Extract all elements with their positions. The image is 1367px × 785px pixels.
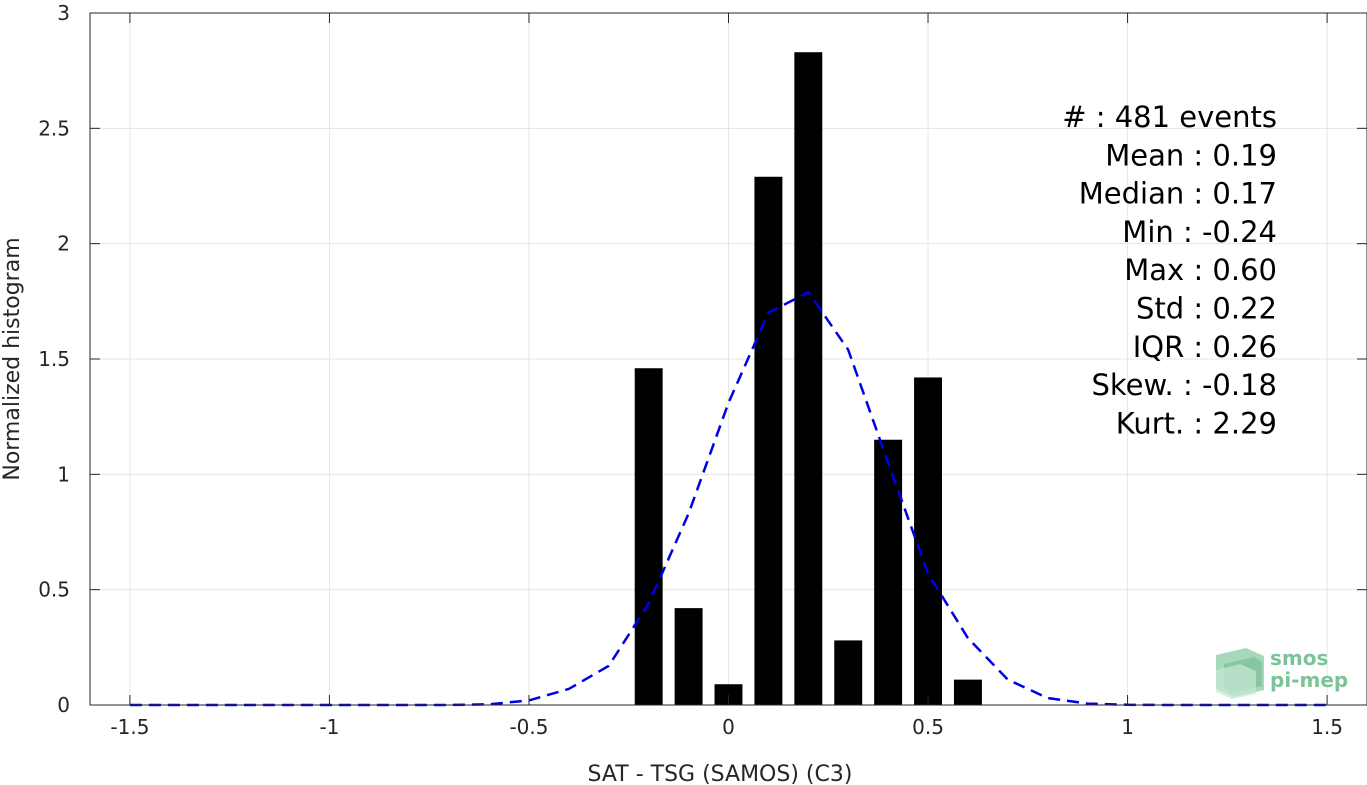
x-tick-label-6: 1.5 <box>1311 715 1343 739</box>
histogram-bar-6 <box>874 439 903 705</box>
y-tick-label-0: 0 <box>57 693 70 717</box>
logo-text-pimep: pi-mep <box>1270 668 1348 692</box>
histogram-bar-3 <box>754 176 783 706</box>
logo-text-smos: smos <box>1270 646 1328 670</box>
x-axis-label: SAT - TSG (SAMOS) (C3) <box>588 762 853 785</box>
x-tick-label-4: 0.5 <box>912 715 944 739</box>
histogram-bar-1 <box>674 608 703 705</box>
histogram-bar-0 <box>634 368 663 705</box>
y-tick-label-6: 3 <box>57 1 70 25</box>
bars <box>634 52 982 706</box>
smos-pi-mep-logo: smos pi-mep <box>1216 646 1348 699</box>
histogram-bar-7 <box>914 377 942 705</box>
histogram-bar-8 <box>953 679 982 705</box>
stat-line-7: Skew. : -0.18 <box>1091 368 1277 402</box>
x-tick-label-3: 0 <box>722 715 735 739</box>
histogram-bar-5 <box>834 640 863 705</box>
y-tick-label-1: 0.5 <box>38 578 70 602</box>
stat-line-2: Median : 0.17 <box>1079 177 1277 211</box>
x-tick-label-1: -1 <box>319 715 339 739</box>
x-ticks: -1.5 -1 -0.5 0 0.5 1 1.5 <box>110 13 1343 739</box>
stat-line-4: Max : 0.60 <box>1124 253 1277 287</box>
y-tick-label-2: 1 <box>57 462 70 486</box>
stat-line-8: Kurt. : 2.29 <box>1116 406 1277 440</box>
stat-line-5: Std : 0.22 <box>1136 292 1277 326</box>
stat-line-3: Min : -0.24 <box>1122 215 1277 249</box>
logo-mark <box>1216 648 1264 699</box>
y-tick-label-5: 2.5 <box>38 116 70 140</box>
y-tick-label-4: 2 <box>57 232 70 256</box>
x-tick-label-0: -1.5 <box>110 715 149 739</box>
histogram-bar-2 <box>714 684 743 705</box>
stat-line-6: IQR : 0.26 <box>1133 330 1277 364</box>
y-ticks: 0 0.5 1 1.5 2 2.5 3 <box>38 1 1367 717</box>
histogram-bar-4 <box>794 52 823 706</box>
y-axis-label: Normalized histogram <box>0 237 25 480</box>
stat-line-0: # : 481 events <box>1062 100 1277 134</box>
statistics-box: # : 481 events Mean : 0.19 Median : 0.17 Mi… <box>1062 100 1277 440</box>
x-tick-label-5: 1 <box>1121 715 1134 739</box>
y-tick-label-3: 1.5 <box>38 347 70 371</box>
stat-line-1: Mean : 0.19 <box>1105 138 1277 172</box>
x-tick-label-2: -0.5 <box>509 715 548 739</box>
